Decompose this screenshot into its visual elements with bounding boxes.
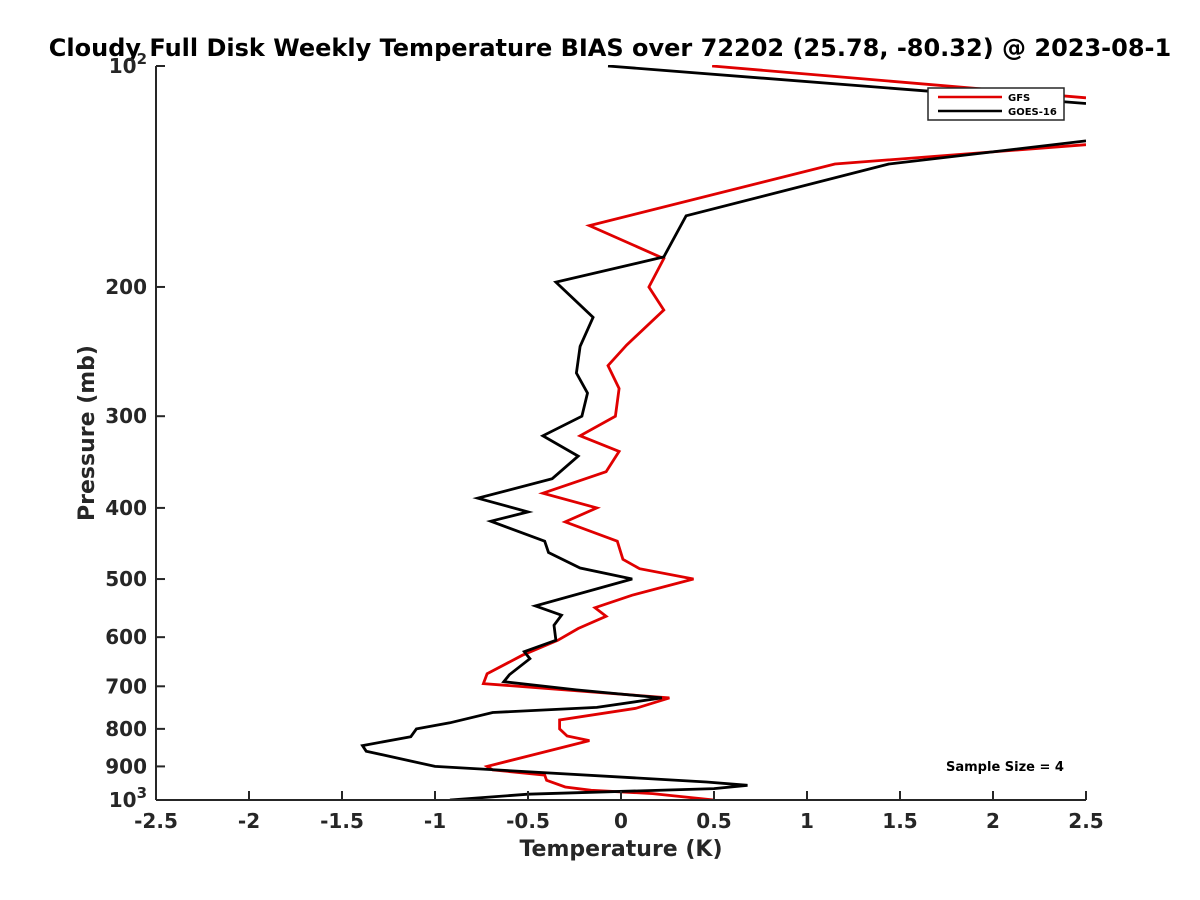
legend: GFS GOES-16 [927, 87, 1065, 121]
x-tick-label: 0.5 [696, 809, 731, 833]
x-axis-ticks: -2.5 -2 -1.5 -1 -0.5 0 0.5 1 1.5 2 2.5 [134, 791, 1104, 833]
x-tick-label: -1.5 [320, 809, 364, 833]
x-tick-label: -2 [238, 809, 260, 833]
series-line-goes-16 [360, 65, 1086, 801]
y-tick-label: 400 [105, 496, 147, 520]
x-tick-label: -0.5 [506, 809, 550, 833]
x-tick-label: 0 [614, 809, 628, 833]
y-tick-label: 500 [105, 567, 147, 591]
y-tick-base: 10 [109, 54, 137, 78]
sample-size-annotation: Sample Size = 4 [946, 760, 1064, 775]
chart-title: Cloudy Full Disk Weekly Temperature BIAS… [49, 34, 1171, 62]
y-tick-label: 300 [105, 404, 147, 428]
y-tick-label: 700 [105, 674, 147, 698]
y-tick-exponent: 3 [137, 784, 147, 802]
y-tick-label: 600 [105, 625, 147, 649]
legend-label-gfs: GFS [1008, 93, 1030, 104]
y-axis-label: Pressure (mb) [75, 345, 100, 521]
plot-area [360, 65, 1086, 801]
y-tick-exponent: 2 [137, 50, 147, 68]
x-tick-label: 1.5 [882, 809, 917, 833]
y-tick-base: 10 [109, 788, 137, 812]
legend-label-goes-16: GOES-16 [1008, 107, 1057, 118]
x-tick-label: -1 [424, 809, 446, 833]
y-tick-label: 200 [105, 275, 147, 299]
x-tick-label: 2.5 [1068, 809, 1103, 833]
y-tick-label: 103 [109, 784, 147, 812]
x-tick-label: 2 [986, 809, 1000, 833]
x-tick-label: -2.5 [134, 809, 178, 833]
y-tick-label: 800 [105, 717, 147, 741]
y-tick-label: 900 [105, 754, 147, 778]
legend-box [927, 87, 1065, 121]
x-tick-label: 1 [800, 809, 814, 833]
x-axis-label: Temperature (K) [519, 837, 722, 862]
y-tick-label: 102 [109, 50, 147, 78]
